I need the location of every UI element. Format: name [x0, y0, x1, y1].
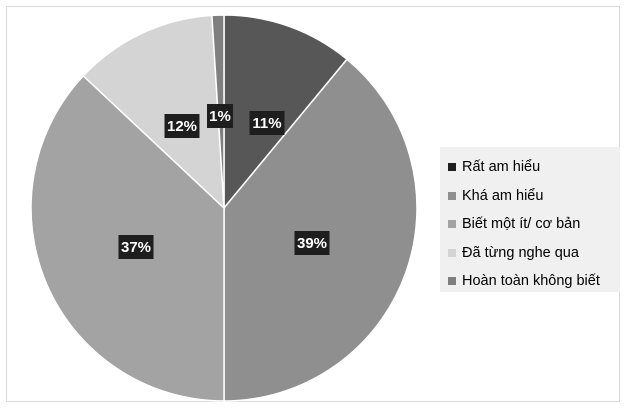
- legend-label-5: Hoàn toàn không biết: [462, 273, 600, 290]
- legend-swatch-1: [448, 163, 456, 172]
- legend-swatch-5: [448, 277, 456, 286]
- data-label-1: 11%: [249, 111, 285, 135]
- legend-label-2: Khá am hiểu: [462, 187, 544, 204]
- data-label-4: 12%: [164, 114, 200, 138]
- pie-slice-1: [223, 14, 349, 211]
- data-label-bg-4: [164, 114, 200, 138]
- data-label-text-3: 37%: [121, 239, 151, 256]
- data-label-bg-3: [118, 235, 154, 259]
- legend-label-4: Đã từng nghe qua: [462, 244, 579, 261]
- legend-item-3: Biết một ít/ cơ bản: [448, 210, 620, 239]
- legend-item-2: Khá am hiểu: [448, 182, 620, 211]
- data-label-5: 1%: [207, 104, 233, 128]
- data-label-text-2: 39%: [297, 235, 327, 252]
- legend-item-1: Rất am hiểu: [448, 153, 620, 182]
- legend-item-5: Hoàn toàn không biết: [448, 267, 620, 296]
- legend-item-4: Đã từng nghe qua: [448, 239, 620, 268]
- legend-swatch-2: [448, 191, 456, 200]
- legend-label-1: Rất am hiểu: [462, 159, 541, 176]
- data-label-text-4: 12%: [167, 118, 197, 135]
- data-label-3: 37%: [118, 235, 154, 259]
- data-label-2: 39%: [294, 231, 330, 255]
- pie-chart: 11% 39% 37% 12% 1%: [30, 14, 418, 402]
- pie-slice-4: [82, 14, 225, 210]
- legend-swatch-4: [448, 248, 456, 257]
- pie-slice-2: [223, 58, 418, 402]
- legend-swatch-3: [448, 220, 456, 229]
- data-label-text-1: 11%: [252, 115, 281, 132]
- legend-label-3: Biết một ít/ cơ bản: [462, 216, 581, 233]
- data-label-text-5: 1%: [209, 108, 231, 125]
- legend: Rất am hiểu Khá am hiểu Biết một ít/ cơ bả…: [440, 147, 620, 292]
- data-label-bg-1: [249, 111, 285, 135]
- chart-area: 11% 39% 37% 12% 1% Rất am hiểu Khá am hiểu Biế…: [6, 6, 620, 402]
- data-label-bg-2: [294, 231, 330, 255]
- data-label-bg-5: [207, 104, 233, 128]
